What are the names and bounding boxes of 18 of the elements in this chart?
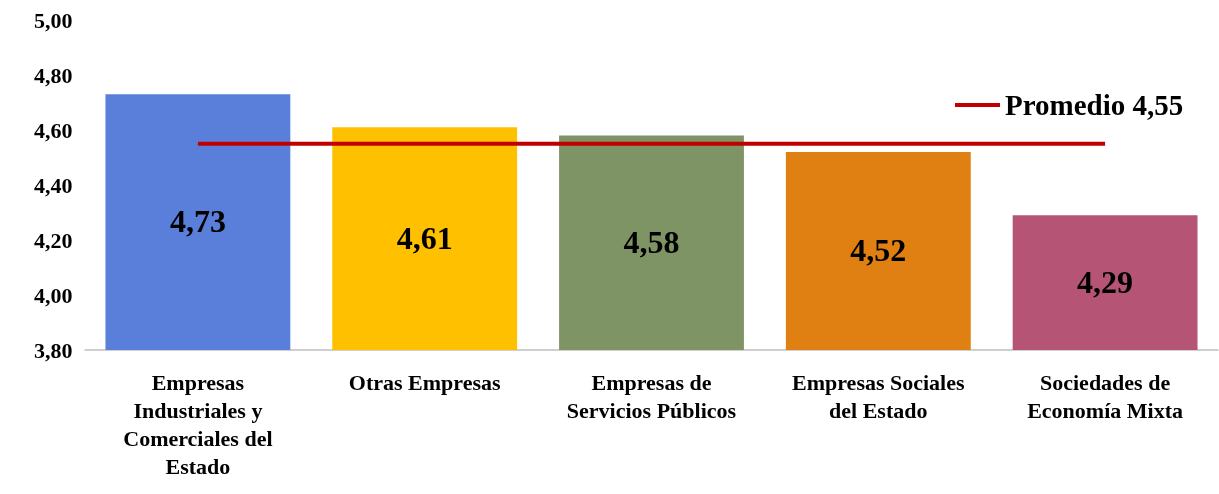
y-tick-label: 5,00	[34, 7, 73, 33]
y-tick-label: 4,40	[34, 172, 73, 198]
y-tick-label: 3,80	[34, 337, 73, 363]
y-tick-label: 4,20	[34, 227, 73, 253]
y-tick-label: 4,80	[34, 62, 73, 88]
legend-label: Promedio 4,55	[1005, 89, 1184, 121]
y-tick-label: 4,00	[34, 282, 73, 308]
x-tick-label: Empresas Industriales y Comerciales del Estado	[123, 370, 273, 479]
x-tick-label: Otras Empresas	[348, 370, 502, 395]
y-tick-label: 4,60	[34, 117, 73, 143]
x-tick-label: Empresas Sociales del Estado	[792, 370, 966, 423]
data-label: 4,58	[623, 223, 680, 260]
data-label: 4,52	[850, 232, 907, 268]
x-tick-label: Empresas de Servicios Públicos	[566, 370, 737, 423]
data-label: 4,61	[396, 219, 453, 256]
x-tick-label: Sociedades de Economía Mixta	[1027, 370, 1184, 423]
data-label: 4,73	[169, 203, 226, 240]
data-label: 4,29	[1077, 263, 1134, 300]
